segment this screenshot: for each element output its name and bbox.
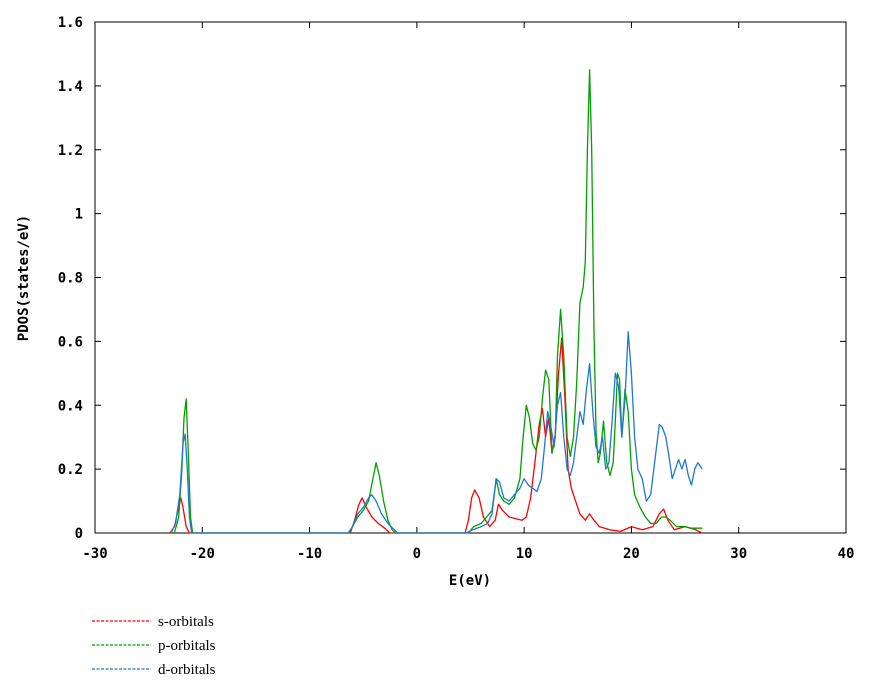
p-orbitals-line [173, 69, 703, 534]
x-axis-label: E(eV) [449, 573, 491, 589]
y-tick-label: 0.8 [58, 271, 83, 287]
x-tick-label: -20 [190, 546, 215, 562]
legend-label-p-orbitals: p-orbitals [158, 638, 216, 654]
y-tick-label: 0.4 [58, 398, 83, 414]
y-tick-label: 0.2 [58, 462, 83, 478]
y-tick-label: 1.2 [58, 143, 83, 159]
s-orbitals-line [169, 337, 703, 534]
x-tick-label: 40 [838, 546, 855, 562]
legend: s-orbitals p-orbitals d-orbitals [92, 614, 216, 678]
x-tick-label: 0 [413, 546, 421, 562]
x-tick-label: -30 [82, 546, 107, 562]
legend-label-d-orbitals: d-orbitals [158, 662, 216, 678]
x-tick-label: -10 [297, 546, 322, 562]
axis-ticks: -30 -20 -10 0 10 20 30 40 0 0.2 0.4 0.6 0.8 1 1.2 1.4 1.… [58, 15, 855, 562]
y-tick-label: 1 [75, 207, 83, 223]
y-tick-label: 1.6 [58, 15, 83, 31]
x-tick-label: 20 [623, 546, 640, 562]
legend-label-s-orbitals: s-orbitals [158, 614, 214, 630]
series-lines [169, 69, 703, 534]
x-tick-label: 30 [730, 546, 747, 562]
y-tick-label: 0 [75, 526, 83, 542]
d-orbitals-line [170, 331, 703, 534]
y-tick-label: 1.4 [58, 79, 83, 95]
x-tick-label: 10 [516, 546, 533, 562]
plot-frame [94, 21, 847, 534]
y-axis-label: PDOS(states/eV) [16, 215, 32, 341]
y-tick-label: 0.6 [58, 334, 83, 350]
